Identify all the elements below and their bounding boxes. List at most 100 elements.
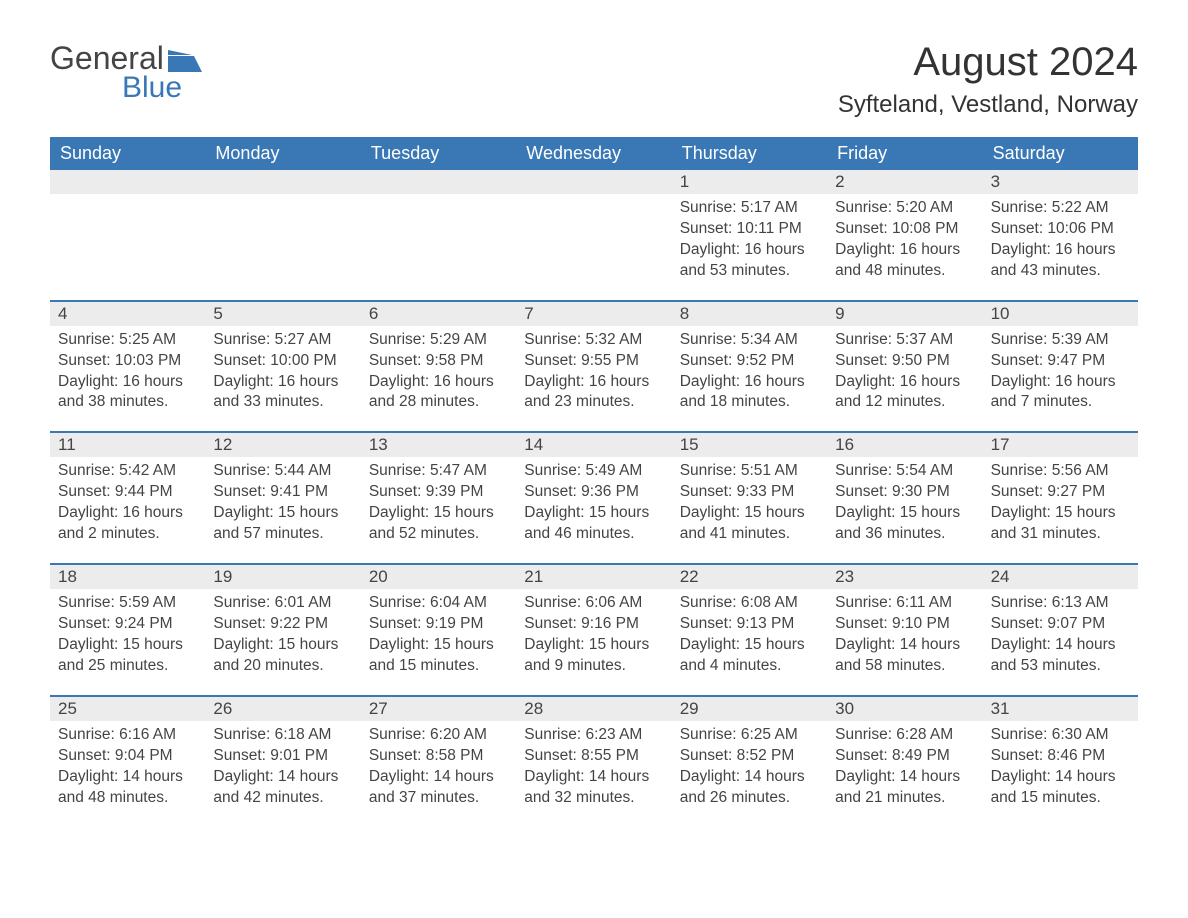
sunset-text: Sunset: 9:01 PM (213, 746, 352, 767)
sunrise-text: Sunrise: 6:18 AM (213, 725, 352, 746)
day-cell: 22Sunrise: 6:08 AMSunset: 9:13 PMDayligh… (672, 565, 827, 677)
sunset-text: Sunset: 8:49 PM (835, 746, 974, 767)
sunrise-text: Sunrise: 6:20 AM (369, 725, 508, 746)
weeks-container: 1Sunrise: 5:17 AMSunset: 10:11 PMDayligh… (50, 170, 1138, 808)
day-content: Sunrise: 6:18 AMSunset: 9:01 PMDaylight:… (205, 721, 360, 809)
day-number: 28 (516, 697, 671, 721)
week-row: 4Sunrise: 5:25 AMSunset: 10:03 PMDayligh… (50, 300, 1138, 414)
day-number (205, 170, 360, 194)
day-content: Sunrise: 6:04 AMSunset: 9:19 PMDaylight:… (361, 589, 516, 677)
sunrise-text: Sunrise: 5:20 AM (835, 198, 974, 219)
month-title: August 2024 (838, 40, 1138, 85)
day-cell: 7Sunrise: 5:32 AMSunset: 9:55 PMDaylight… (516, 302, 671, 414)
sunrise-text: Sunrise: 5:25 AM (58, 330, 197, 351)
day-number: 30 (827, 697, 982, 721)
day-cell: 5Sunrise: 5:27 AMSunset: 10:00 PMDayligh… (205, 302, 360, 414)
daylight-text: Daylight: 14 hours and 42 minutes. (213, 767, 352, 809)
sunrise-text: Sunrise: 5:34 AM (680, 330, 819, 351)
day-cell: 16Sunrise: 5:54 AMSunset: 9:30 PMDayligh… (827, 433, 982, 545)
sunrise-text: Sunrise: 6:04 AM (369, 593, 508, 614)
day-cell (50, 170, 205, 282)
weekday-header: Friday (827, 137, 982, 170)
sunset-text: Sunset: 9:50 PM (835, 351, 974, 372)
header: General Blue August 2024 Syfteland, Vest… (50, 40, 1138, 119)
day-cell: 18Sunrise: 5:59 AMSunset: 9:24 PMDayligh… (50, 565, 205, 677)
day-content: Sunrise: 6:30 AMSunset: 8:46 PMDaylight:… (983, 721, 1138, 809)
sunrise-text: Sunrise: 5:29 AM (369, 330, 508, 351)
sunset-text: Sunset: 9:36 PM (524, 482, 663, 503)
sunset-text: Sunset: 9:30 PM (835, 482, 974, 503)
day-number: 5 (205, 302, 360, 326)
daylight-text: Daylight: 16 hours and 12 minutes. (835, 372, 974, 414)
title-block: August 2024 Syfteland, Vestland, Norway (838, 40, 1138, 119)
weekday-header-row: Sunday Monday Tuesday Wednesday Thursday… (50, 137, 1138, 170)
day-content: Sunrise: 5:49 AMSunset: 9:36 PMDaylight:… (516, 457, 671, 545)
day-number: 24 (983, 565, 1138, 589)
sunrise-text: Sunrise: 6:13 AM (991, 593, 1130, 614)
day-content: Sunrise: 6:23 AMSunset: 8:55 PMDaylight:… (516, 721, 671, 809)
day-cell: 15Sunrise: 5:51 AMSunset: 9:33 PMDayligh… (672, 433, 827, 545)
day-number: 11 (50, 433, 205, 457)
sunrise-text: Sunrise: 5:47 AM (369, 461, 508, 482)
sunset-text: Sunset: 9:52 PM (680, 351, 819, 372)
day-cell: 1Sunrise: 5:17 AMSunset: 10:11 PMDayligh… (672, 170, 827, 282)
sunset-text: Sunset: 9:07 PM (991, 614, 1130, 635)
weekday-header: Wednesday (516, 137, 671, 170)
sunset-text: Sunset: 9:22 PM (213, 614, 352, 635)
location-subtitle: Syfteland, Vestland, Norway (838, 91, 1138, 119)
week-row: 11Sunrise: 5:42 AMSunset: 9:44 PMDayligh… (50, 431, 1138, 545)
sunrise-text: Sunrise: 5:39 AM (991, 330, 1130, 351)
day-number: 29 (672, 697, 827, 721)
day-cell: 4Sunrise: 5:25 AMSunset: 10:03 PMDayligh… (50, 302, 205, 414)
daylight-text: Daylight: 16 hours and 18 minutes. (680, 372, 819, 414)
day-number (361, 170, 516, 194)
day-cell: 21Sunrise: 6:06 AMSunset: 9:16 PMDayligh… (516, 565, 671, 677)
day-cell: 11Sunrise: 5:42 AMSunset: 9:44 PMDayligh… (50, 433, 205, 545)
day-cell: 26Sunrise: 6:18 AMSunset: 9:01 PMDayligh… (205, 697, 360, 809)
sunset-text: Sunset: 8:55 PM (524, 746, 663, 767)
day-number: 27 (361, 697, 516, 721)
day-content: Sunrise: 6:16 AMSunset: 9:04 PMDaylight:… (50, 721, 205, 809)
sunset-text: Sunset: 9:39 PM (369, 482, 508, 503)
sunset-text: Sunset: 8:52 PM (680, 746, 819, 767)
daylight-text: Daylight: 15 hours and 46 minutes. (524, 503, 663, 545)
day-cell: 9Sunrise: 5:37 AMSunset: 9:50 PMDaylight… (827, 302, 982, 414)
sunrise-text: Sunrise: 6:06 AM (524, 593, 663, 614)
sunset-text: Sunset: 9:47 PM (991, 351, 1130, 372)
day-content: Sunrise: 6:01 AMSunset: 9:22 PMDaylight:… (205, 589, 360, 677)
day-cell: 24Sunrise: 6:13 AMSunset: 9:07 PMDayligh… (983, 565, 1138, 677)
sunset-text: Sunset: 9:58 PM (369, 351, 508, 372)
calendar: Sunday Monday Tuesday Wednesday Thursday… (50, 137, 1138, 808)
day-number: 10 (983, 302, 1138, 326)
day-content: Sunrise: 6:28 AMSunset: 8:49 PMDaylight:… (827, 721, 982, 809)
day-content: Sunrise: 5:22 AMSunset: 10:06 PMDaylight… (983, 194, 1138, 282)
sunset-text: Sunset: 9:04 PM (58, 746, 197, 767)
daylight-text: Daylight: 15 hours and 20 minutes. (213, 635, 352, 677)
week-row: 25Sunrise: 6:16 AMSunset: 9:04 PMDayligh… (50, 695, 1138, 809)
day-content: Sunrise: 5:42 AMSunset: 9:44 PMDaylight:… (50, 457, 205, 545)
weekday-header: Thursday (672, 137, 827, 170)
sunrise-text: Sunrise: 6:11 AM (835, 593, 974, 614)
day-number (516, 170, 671, 194)
day-cell (516, 170, 671, 282)
sunset-text: Sunset: 9:27 PM (991, 482, 1130, 503)
daylight-text: Daylight: 14 hours and 15 minutes. (991, 767, 1130, 809)
day-number (50, 170, 205, 194)
daylight-text: Daylight: 14 hours and 26 minutes. (680, 767, 819, 809)
day-content: Sunrise: 6:08 AMSunset: 9:13 PMDaylight:… (672, 589, 827, 677)
sunrise-text: Sunrise: 5:17 AM (680, 198, 819, 219)
sunset-text: Sunset: 10:00 PM (213, 351, 352, 372)
weekday-header: Sunday (50, 137, 205, 170)
day-content: Sunrise: 5:37 AMSunset: 9:50 PMDaylight:… (827, 326, 982, 414)
day-content: Sunrise: 5:34 AMSunset: 9:52 PMDaylight:… (672, 326, 827, 414)
day-content: Sunrise: 5:25 AMSunset: 10:03 PMDaylight… (50, 326, 205, 414)
day-cell: 12Sunrise: 5:44 AMSunset: 9:41 PMDayligh… (205, 433, 360, 545)
sunrise-text: Sunrise: 6:25 AM (680, 725, 819, 746)
daylight-text: Daylight: 15 hours and 4 minutes. (680, 635, 819, 677)
sunrise-text: Sunrise: 6:28 AM (835, 725, 974, 746)
day-content: Sunrise: 6:20 AMSunset: 8:58 PMDaylight:… (361, 721, 516, 809)
day-cell: 20Sunrise: 6:04 AMSunset: 9:19 PMDayligh… (361, 565, 516, 677)
sunset-text: Sunset: 9:33 PM (680, 482, 819, 503)
daylight-text: Daylight: 15 hours and 57 minutes. (213, 503, 352, 545)
daylight-text: Daylight: 15 hours and 25 minutes. (58, 635, 197, 677)
